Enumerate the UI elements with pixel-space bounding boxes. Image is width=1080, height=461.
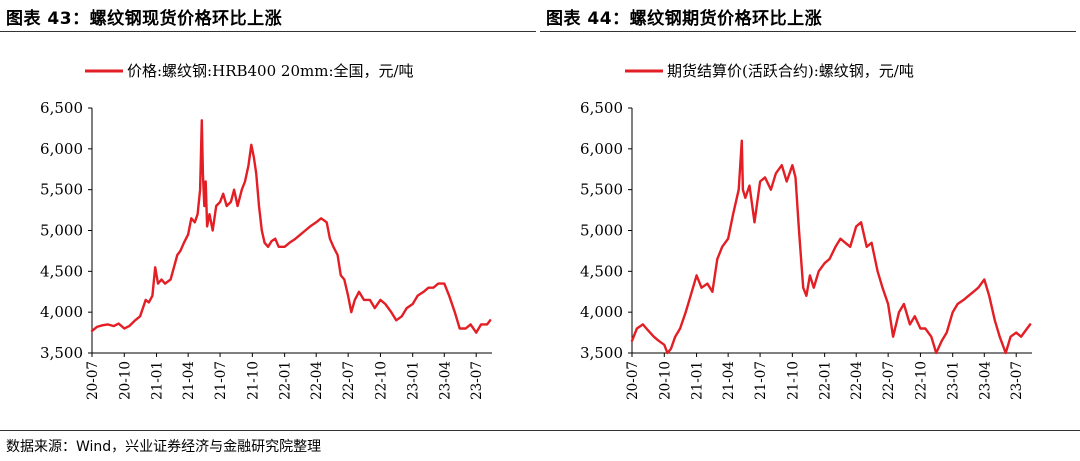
line-chart-spot-price: 价格:螺纹钢:HRB400 20mm:全国，元/吨 3,500 4,000 4,500… [40,62,492,400]
x-tick-label: 22-10 [913,361,929,400]
source-note: 数据来源：Wind，兴业证券经济与金融研究院整理 [6,439,322,455]
y-tick-label: 3,500 [40,344,83,362]
y-tick-label: 6,000 [580,140,623,158]
x-tick-label: 22-10 [373,361,389,400]
series-line [90,119,492,334]
x-tick-label: 22-04 [849,361,865,400]
x-tick-label: 22-04 [309,361,325,400]
y-tick-label: 4,500 [40,262,83,280]
x-tick-label: 23-01 [946,361,962,400]
y-tick-label: 6,500 [580,99,623,117]
x-tick-label: 20-07 [625,361,641,400]
footer-rule [0,430,1080,431]
title-rule [540,31,1076,32]
y-tick-label: 4,000 [40,303,83,321]
x-tick-label: 20-10 [117,361,133,400]
x-tick-label: 21-01 [690,361,706,400]
title-rule [0,31,536,32]
y-tick-label: 5,500 [40,181,83,199]
x-tick-label: 22-01 [278,361,294,400]
figure-title: 图表 43：螺纹钢现货价格环比上涨 [6,9,283,29]
x-tick-label: 23-01 [406,361,422,400]
x-tick-label: 23-07 [469,361,485,400]
y-tick-label: 5,500 [580,181,623,199]
y-tick-label: 6,500 [40,99,83,117]
x-tick-label: 23-07 [1009,361,1025,400]
x-tick-label: 22-07 [881,361,897,400]
chart-panel-spot: 图表 43：螺纹钢现货价格环比上涨 价格:螺纹钢:HRB400 20mm:全国，… [0,0,540,430]
x-tick-label: 21-01 [150,361,166,400]
x-tick-label: 21-10 [785,361,801,400]
x-tick-label: 23-04 [437,361,453,400]
series-line [630,139,1032,355]
y-tick-label: 4,000 [580,303,623,321]
y-tick-label: 3,500 [580,344,623,362]
legend-label: 价格:螺纹钢:HRB400 20mm:全国，元/吨 [127,62,414,80]
x-tick-label: 22-07 [341,361,357,400]
chart-panel-futures: 图表 44：螺纹钢期货价格环比上涨 期货结算价(活跃合约):螺纹钢，元/吨 3,5… [540,0,1080,430]
y-tick-label: 6,000 [40,140,83,158]
x-tick-label: 20-07 [85,361,101,400]
x-tick-label: 22-01 [818,361,834,400]
y-tick-label: 5,000 [580,222,623,240]
x-tick-label: 21-07 [213,361,229,400]
x-tick-label: 20-10 [657,361,673,400]
y-tick-label: 4,500 [580,262,623,280]
y-tick-label: 5,000 [40,222,83,240]
figure-title: 图表 44：螺纹钢期货价格环比上涨 [546,9,823,29]
x-tick-label: 21-04 [181,361,197,400]
line-chart-futures-price: 期货结算价(活跃合约):螺纹钢，元/吨 3,500 4,000 4,500 5,000 5… [580,62,1032,400]
x-tick-label: 21-10 [245,361,261,400]
x-tick-label: 21-07 [753,361,769,400]
legend-label: 期货结算价(活跃合约):螺纹钢，元/吨 [667,62,914,80]
x-tick-label: 21-04 [721,361,737,400]
x-tick-label: 23-04 [977,361,993,400]
